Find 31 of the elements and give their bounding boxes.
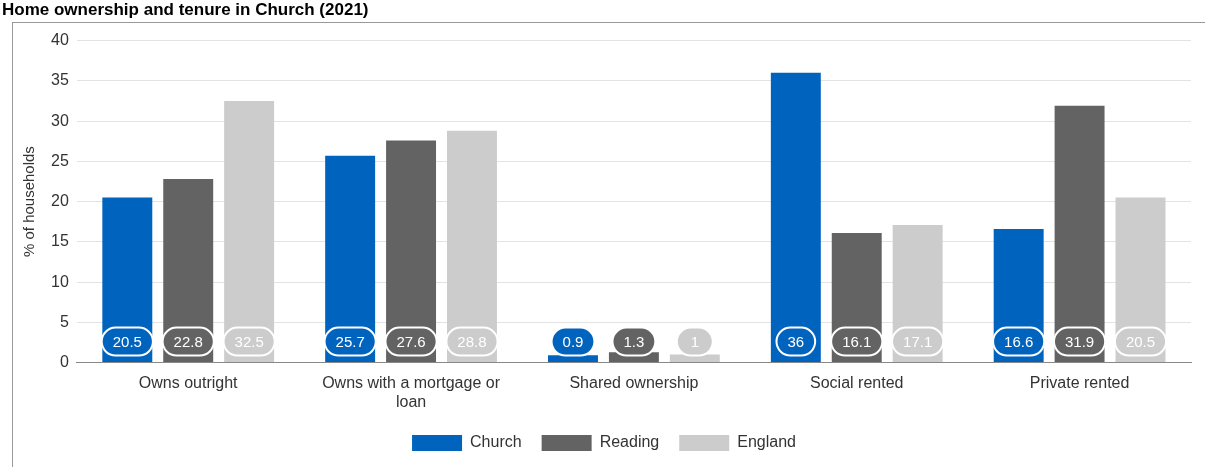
chart-title: Home ownership and tenure in Church (2021) [2, 0, 369, 20]
data-label: 25.7 [335, 332, 365, 350]
legend-label: Church [470, 433, 522, 451]
x-tick-label: Owns outright [138, 373, 239, 391]
y-tick-label: 35 [51, 71, 69, 89]
data-label: 16.1 [842, 332, 872, 350]
data-label: 0.9 [562, 332, 584, 350]
y-tick-label: 25 [51, 151, 69, 169]
y-tick-label: 5 [59, 312, 69, 330]
y-axis-title: % of households [20, 146, 38, 258]
x-tick-label: Private rented [1029, 373, 1130, 391]
data-label: 1.3 [623, 332, 645, 350]
y-tick-label: 20 [51, 192, 69, 210]
data-label: 22.8 [173, 332, 203, 350]
y-tick-label: 30 [51, 111, 69, 129]
data-label: 36 [787, 332, 805, 350]
data-label: 16.6 [1004, 332, 1034, 350]
y-tick-label: 10 [51, 272, 69, 290]
x-tick-label: Owns with a mortgage or loan [322, 373, 501, 410]
legend-label: Reading [599, 433, 660, 451]
x-tick-label: Social rented [810, 373, 904, 391]
y-tick-label: 40 [51, 31, 69, 49]
bar [770, 72, 821, 363]
legend-label: England [737, 433, 796, 451]
data-label: 20.5 [112, 332, 142, 350]
y-tick-label: 15 [51, 232, 69, 250]
data-label: 31.9 [1064, 332, 1095, 350]
y-tick-label: 0 [59, 353, 69, 371]
x-tick-label: Shared ownership [569, 373, 699, 391]
data-label: 27.6 [396, 332, 426, 350]
bar [224, 100, 275, 363]
